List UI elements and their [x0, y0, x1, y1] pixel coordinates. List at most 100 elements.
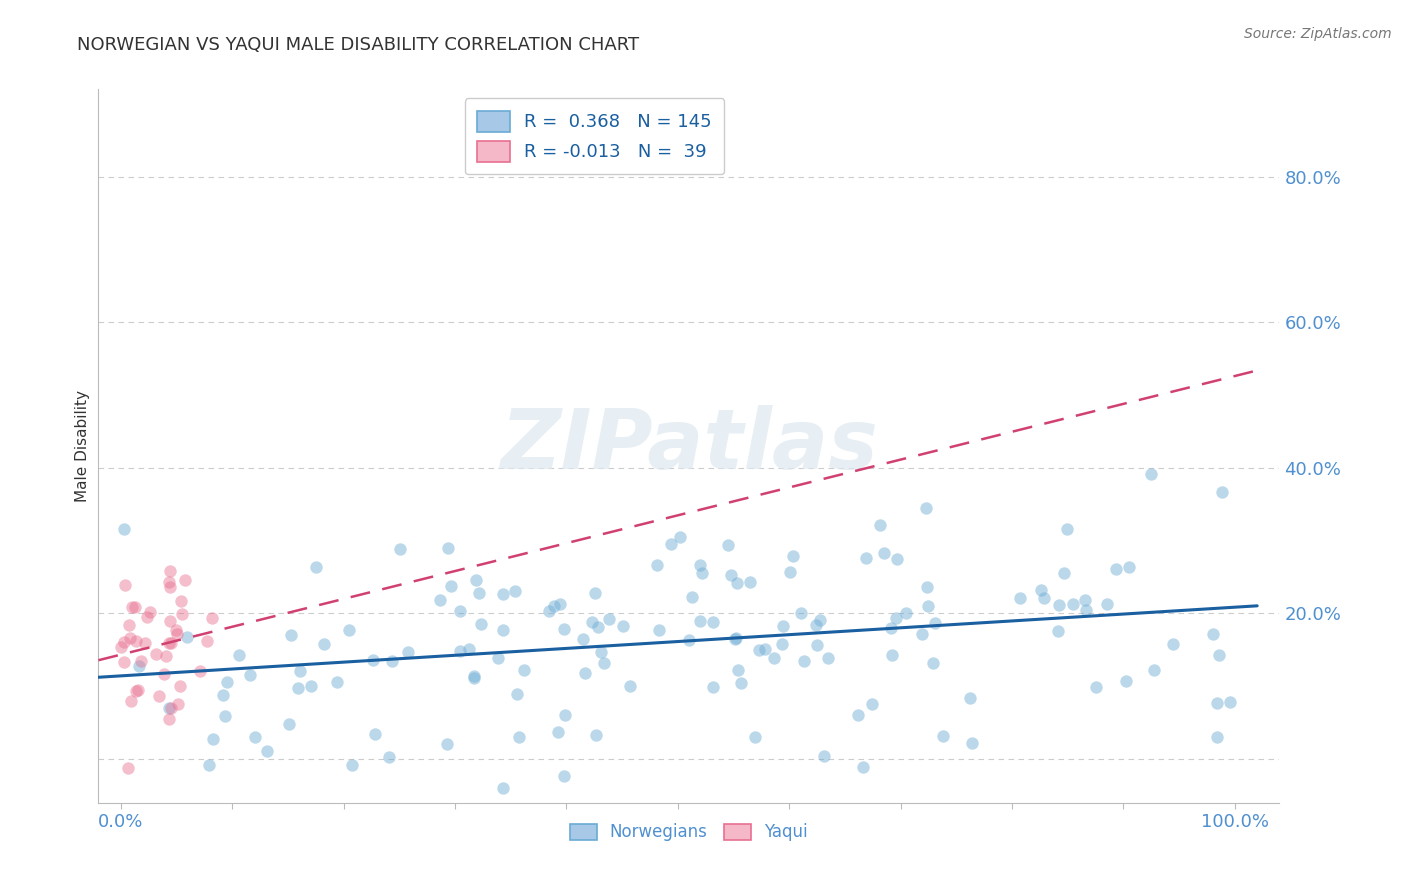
Point: [585, 728, 607, 742]
Point: [148, 689, 170, 703]
Point: [689, 614, 711, 628]
Point: [1143, 664, 1166, 678]
Point: [754, 642, 776, 657]
Point: [120, 694, 142, 708]
Point: [155, 648, 177, 663]
Point: [1161, 637, 1184, 651]
Point: [312, 637, 335, 651]
Point: [880, 622, 903, 636]
Point: [159, 614, 181, 628]
Point: [702, 615, 724, 629]
Point: [572, 632, 595, 646]
Point: [1085, 680, 1108, 694]
Point: [690, 566, 713, 580]
Point: [581, 615, 603, 630]
Point: [134, 635, 156, 649]
Point: [157, 701, 180, 715]
Point: [217, 674, 239, 689]
Point: [804, 617, 827, 632]
Point: [437, 541, 460, 555]
Point: [852, 760, 875, 774]
Point: [436, 737, 458, 751]
Point: [128, 658, 150, 673]
Point: [1140, 467, 1163, 481]
Point: [586, 620, 609, 634]
Point: [159, 564, 181, 578]
Point: [157, 636, 180, 650]
Point: [121, 599, 143, 614]
Point: [190, 665, 212, 679]
Point: [364, 727, 387, 741]
Point: [153, 667, 176, 681]
Point: [747, 643, 769, 657]
Point: [598, 612, 620, 626]
Point: [1047, 599, 1070, 613]
Point: [730, 676, 752, 690]
Point: [817, 651, 839, 665]
Point: [770, 636, 793, 650]
Point: [917, 599, 939, 613]
Point: [1115, 674, 1137, 689]
Point: [112, 634, 135, 648]
Point: [299, 679, 322, 693]
Point: [112, 655, 135, 669]
Point: [873, 546, 896, 560]
Point: [808, 613, 831, 627]
Point: [491, 781, 513, 796]
Point: [457, 642, 479, 657]
Point: [508, 730, 530, 744]
Point: [492, 587, 515, 601]
Point: [720, 568, 742, 582]
Point: [449, 643, 471, 657]
Point: [129, 654, 152, 668]
Legend: Norwegians, Yaqui: Norwegians, Yaqui: [564, 817, 814, 848]
Point: [862, 697, 884, 711]
Point: [202, 732, 225, 747]
Point: [463, 669, 485, 683]
Point: [548, 597, 571, 611]
Point: [612, 619, 634, 633]
Point: [195, 633, 218, 648]
Point: [112, 522, 135, 536]
Point: [174, 573, 197, 587]
Point: [198, 758, 221, 772]
Y-axis label: Male Disability: Male Disability: [75, 390, 90, 502]
Point: [429, 592, 451, 607]
Point: [744, 730, 766, 744]
Point: [305, 560, 328, 574]
Point: [381, 654, 404, 668]
Point: [880, 648, 903, 663]
Point: [717, 538, 740, 552]
Point: [378, 750, 401, 764]
Point: [960, 736, 983, 750]
Point: [160, 636, 183, 650]
Point: [869, 517, 891, 532]
Point: [1219, 695, 1241, 709]
Point: [884, 611, 907, 625]
Point: [583, 586, 606, 600]
Point: [779, 565, 801, 579]
Point: [1205, 730, 1227, 744]
Point: [553, 769, 575, 783]
Point: [915, 580, 938, 594]
Point: [1053, 566, 1076, 580]
Point: [1208, 648, 1230, 663]
Point: [337, 623, 360, 637]
Point: [167, 697, 190, 711]
Point: [1056, 522, 1078, 536]
Point: [1074, 603, 1097, 617]
Point: [543, 599, 565, 614]
Point: [593, 657, 616, 671]
Point: [118, 618, 141, 632]
Point: [659, 537, 682, 551]
Point: [886, 552, 908, 566]
Text: Source: ZipAtlas.com: Source: ZipAtlas.com: [1244, 27, 1392, 41]
Point: [506, 687, 529, 701]
Point: [914, 501, 936, 516]
Point: [772, 619, 794, 633]
Point: [894, 607, 917, 621]
Point: [280, 628, 302, 642]
Point: [1008, 591, 1031, 606]
Point: [326, 674, 349, 689]
Point: [468, 586, 491, 600]
